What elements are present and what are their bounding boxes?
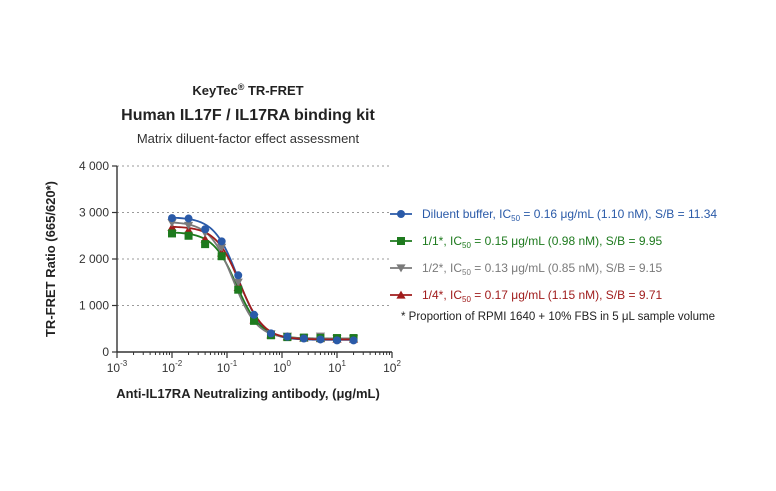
- data-point-series-1: [234, 286, 242, 294]
- footnote: * Proportion of RPMI 1640 + 10% FBS in 5…: [401, 311, 715, 323]
- data-point-series-0: [316, 335, 324, 343]
- chart-brand-title: KeyTec® TR-FRET: [192, 82, 303, 98]
- legend-label-3: 1/4*, IC50 = 0.17 μg/mL (1.15 nM), S/B =…: [422, 288, 663, 304]
- curves-layer: [172, 218, 354, 340]
- legend: Diluent buffer, IC50 = 0.16 μg/mL (1.10 …: [390, 207, 717, 304]
- x-axis-label: Anti-IL17RA Neutralizing antibody, (μg/m…: [116, 386, 380, 401]
- y-tick-label: 3 000: [79, 206, 109, 220]
- data-point-series-0: [300, 335, 308, 343]
- data-point-series-0: [350, 336, 358, 344]
- y-tick-label: 1 000: [79, 299, 109, 313]
- x-tick-label: 10-2: [162, 359, 183, 375]
- data-point-series-0: [168, 214, 176, 222]
- fit-curve-2: [172, 222, 354, 338]
- data-point-series-1: [218, 252, 226, 260]
- y-tick-label: 4 000: [79, 159, 109, 173]
- y-axis-label: TR-FRET Ratio (665/620*): [43, 181, 58, 337]
- data-point-series-0: [201, 225, 209, 233]
- data-point-series-0: [283, 333, 291, 341]
- data-point-series-0: [250, 311, 258, 319]
- x-tick-label: 10-1: [217, 359, 238, 375]
- y-tick-label: 0: [102, 345, 109, 359]
- x-tick-label: 101: [328, 359, 346, 375]
- chart-title: Human IL17F / IL17RA binding kit: [121, 107, 375, 124]
- x-tick-label: 10-3: [107, 359, 128, 375]
- data-point-series-0: [267, 329, 275, 337]
- data-point-series-1: [185, 232, 193, 240]
- data-point-series-1: [168, 229, 176, 237]
- chart-subtitle: Matrix diluent-factor effect assessment: [137, 131, 360, 146]
- legend-label-1: 1/1*, IC50 = 0.15 μg/mL (0.98 nM), S/B =…: [422, 234, 663, 250]
- data-point-series-0: [333, 336, 341, 344]
- x-tick-label: 100: [273, 359, 291, 375]
- fit-curve-3: [172, 227, 354, 340]
- legend-marker-1: [397, 237, 405, 245]
- x-tick-label: 102: [383, 359, 401, 375]
- chart: KeyTec® TR-FRET Human IL17F / IL17RA bin…: [0, 0, 776, 491]
- data-point-series-0: [218, 237, 226, 245]
- data-point-series-0: [234, 271, 242, 279]
- grid-layer: [117, 166, 392, 306]
- data-point-series-0: [185, 215, 193, 223]
- fit-curve-1: [172, 233, 354, 339]
- data-point-series-1: [201, 240, 209, 248]
- legend-label-0: Diluent buffer, IC50 = 0.16 μg/mL (1.10 …: [422, 207, 717, 223]
- legend-label-2: 1/2*, IC50 = 0.13 μg/mL (0.85 nM), S/B =…: [422, 261, 663, 277]
- legend-marker-0: [397, 210, 405, 218]
- y-tick-label: 2 000: [79, 252, 109, 266]
